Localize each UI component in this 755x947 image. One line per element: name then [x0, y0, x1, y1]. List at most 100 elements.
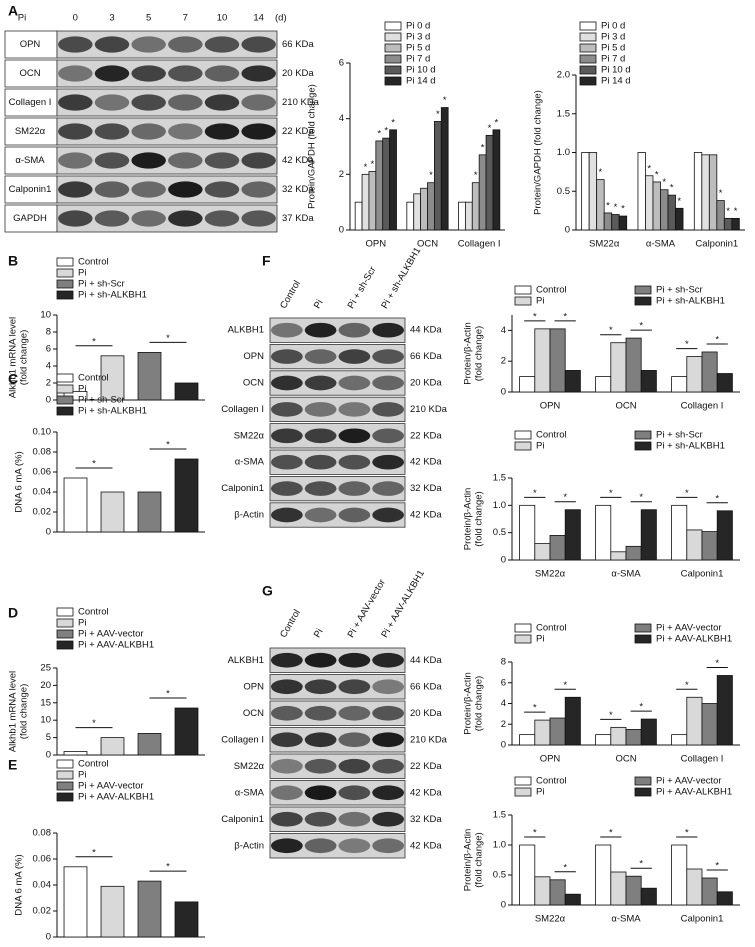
sig-star: *	[533, 488, 537, 499]
blot-band	[271, 375, 303, 391]
legend-label: Pi + sh-ALKBH1	[78, 290, 147, 301]
x-tick-label: Collagen I	[681, 401, 724, 412]
panel-letter: B	[8, 253, 18, 269]
legend-swatch	[56, 618, 74, 628]
blot-band	[168, 36, 203, 53]
sig-star: *	[621, 204, 625, 215]
name-cell	[4, 204, 58, 233]
legend-swatch	[56, 290, 74, 300]
blot-band	[168, 123, 203, 140]
blot-band	[304, 679, 337, 695]
bar	[174, 458, 199, 533]
sig-star: *	[436, 109, 440, 120]
legend-swatch	[384, 76, 402, 86]
legend-swatch	[56, 406, 74, 416]
y-tick-label: 25	[40, 663, 51, 674]
sig-star: *	[647, 163, 651, 174]
bar	[610, 726, 627, 746]
size-label: 32 KDa	[282, 184, 314, 195]
legend-label: Control	[78, 257, 109, 268]
sig-star: *	[443, 95, 447, 106]
y-tick-label: 8	[46, 327, 51, 338]
protein-label: α-SMA	[235, 787, 265, 798]
y-tick-label: 0.04	[33, 880, 52, 891]
bar	[671, 376, 688, 393]
sig-star: *	[662, 177, 666, 188]
unit-label: (d)	[275, 13, 287, 24]
name-cell	[4, 175, 58, 204]
legend-swatch	[56, 384, 74, 394]
panel-letter: G	[262, 583, 273, 599]
y-tick-label: 0	[46, 395, 51, 406]
sig-star: *	[655, 169, 659, 180]
bar	[645, 175, 654, 231]
blot-band	[58, 181, 93, 198]
sig-star: *	[606, 200, 610, 211]
bar	[596, 179, 605, 231]
protein-label: OCN	[19, 68, 40, 79]
bar	[478, 154, 487, 231]
panel-letter: C	[8, 371, 18, 387]
y-tick-label: 1.5	[557, 108, 570, 119]
legend-swatch	[634, 430, 652, 440]
bar	[549, 879, 566, 906]
legend-swatch	[514, 430, 532, 440]
legend-swatch	[384, 43, 402, 53]
bar	[137, 491, 162, 533]
blot-band	[372, 507, 404, 523]
legend-label: Control	[536, 430, 567, 441]
legend-swatch	[579, 65, 597, 75]
legend-label: Pi	[78, 770, 86, 781]
bar	[519, 504, 536, 561]
protein-label: Calponin1	[9, 184, 52, 195]
y-tick-label: 15	[40, 697, 51, 708]
bar	[686, 529, 703, 561]
blot-band	[204, 123, 240, 140]
bar	[406, 201, 415, 231]
y-tick-label: 0.06	[33, 467, 52, 478]
bar	[640, 718, 657, 746]
blot-strip	[56, 117, 278, 146]
y-tick-label: 0.10	[33, 427, 52, 438]
blot-band	[338, 838, 371, 854]
bar	[652, 181, 661, 231]
blot-band	[338, 402, 371, 417]
blot-band	[204, 94, 240, 111]
bar	[382, 137, 391, 231]
protein-label: Collagen I	[9, 97, 52, 108]
blot-band	[338, 785, 371, 801]
bar	[63, 751, 88, 756]
size-label: 42 KDa	[282, 155, 314, 166]
y-tick-label: 0.08	[33, 828, 52, 839]
blot-band	[372, 838, 404, 854]
y-axis-label: Alkhb1 mRNA level	[8, 671, 19, 752]
y-tick-label: 6	[339, 58, 344, 69]
size-label: 22 KDa	[410, 430, 442, 441]
blot-band	[271, 652, 303, 668]
blot-band	[304, 758, 337, 774]
legend-label: Pi 3 d	[601, 32, 625, 43]
legend-label: Pi + AAV-vector	[656, 776, 722, 787]
bar	[595, 734, 612, 746]
bar	[716, 891, 733, 906]
blot-band	[304, 507, 337, 523]
bar	[610, 551, 627, 561]
y-tick-label: 2	[501, 356, 506, 367]
blot-strip	[56, 30, 278, 59]
blot-band	[94, 123, 130, 140]
blot-band	[372, 375, 404, 391]
blot-band	[372, 705, 404, 721]
y-tick-label: 0.06	[33, 854, 52, 865]
legend-label: Pi + AAV-vector	[78, 629, 144, 640]
name-cell	[4, 30, 58, 59]
panel-letter: A	[8, 3, 18, 19]
size-label: 210 KDa	[410, 734, 448, 745]
x-tick-label: Calponin1	[681, 914, 724, 925]
sig-star: *	[474, 170, 478, 181]
legend-swatch	[634, 776, 652, 786]
protein-label: SM22α	[234, 761, 265, 772]
blot-band	[372, 811, 404, 827]
sig-star: *	[533, 828, 537, 839]
blot-band	[271, 322, 303, 338]
blot-band	[94, 36, 130, 53]
